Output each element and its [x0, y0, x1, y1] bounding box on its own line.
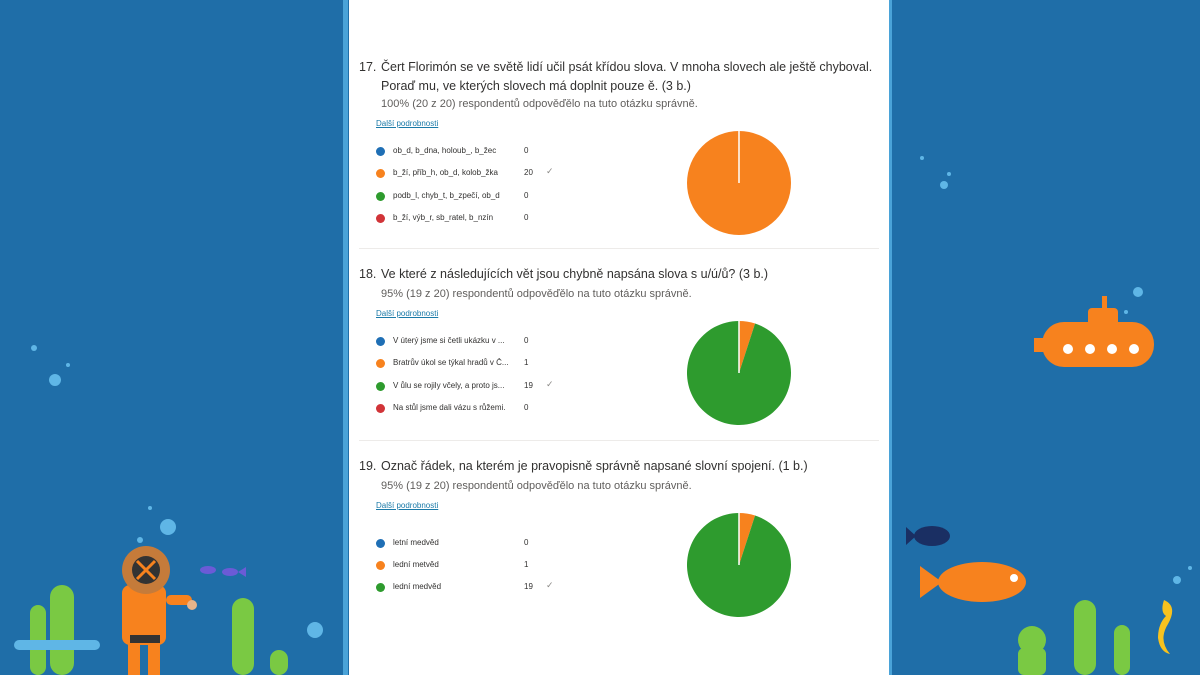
answer-label: b_ží, výb_r, sb_ratel, b_nzín [393, 213, 494, 222]
answer-label: letní medvěd [393, 538, 439, 547]
answer-option: Bratrův úkol se týkal hradů v Č... 1 [376, 357, 576, 371]
diver-icon [122, 546, 197, 675]
more-details-link[interactable]: Další podrobnosti [376, 309, 439, 318]
answer-count: 1 [524, 560, 529, 569]
seaweed-icon [30, 585, 288, 675]
answer-label: Na stůl jsme dali vázu s růžemi. [393, 403, 506, 412]
answer-option: Na stůl jsme dali vázu s růžemi. 0 [376, 402, 576, 416]
dark-fish-icon [906, 526, 950, 546]
legend-dot [376, 561, 385, 570]
answer-option: V úterý jsme si četli ukázku v ... 0 [376, 335, 576, 349]
divider [359, 440, 879, 441]
underwater-background-right [892, 0, 1200, 675]
seahorse-icon [1158, 600, 1173, 654]
small-fish-icon [200, 566, 246, 577]
answer-option: lední metvěd 1 [376, 559, 576, 573]
answer-label: V ůlu se rojily včely, a proto js... [393, 381, 505, 390]
legend-dot [376, 539, 385, 548]
answer-label: ob_d, b_dna, holoub_, b_žec [393, 146, 497, 155]
legend-dot [376, 214, 385, 223]
question-text: Označ řádek, na kterém je pravopisně spr… [381, 459, 808, 473]
octopus-icon [1018, 626, 1046, 675]
form-results-page: 17. Čert Florimón se ve světě lidí učil … [349, 0, 889, 675]
submarine-icon [1034, 296, 1154, 367]
correct-stat: 100% (20 z 20) respondentů odpověďělo na… [381, 98, 698, 110]
more-details-link[interactable]: Další podrobnosti [376, 501, 439, 510]
question-number: 19. [359, 459, 377, 473]
answer-option: b_ží, příb_h, ob_d, kolob_žka 20 ✓ [376, 166, 576, 181]
check-icon: ✓ [546, 580, 554, 590]
answer-label: lední medvěd [393, 582, 442, 591]
page-border-left [343, 0, 348, 675]
answer-label: b_ží, příb_h, ob_d, kolob_žka [393, 168, 498, 177]
legend-dot [376, 359, 385, 368]
answer-option: V ůlu se rojily včely, a proto js... 19 … [376, 379, 576, 394]
answer-count: 19 [524, 582, 533, 591]
legend-dot [376, 337, 385, 346]
correct-stat: 95% (19 z 20) respondentů odpověďělo na … [381, 288, 692, 300]
answer-option: letní medvěd 0 [376, 537, 576, 551]
answer-count: 0 [524, 336, 529, 345]
answer-count: 0 [524, 213, 529, 222]
legend-dot [376, 583, 385, 592]
pie-chart [687, 321, 791, 425]
question-title: 17. Čert Florimón se ve světě lidí učil … [359, 58, 879, 93]
pie-slice [739, 321, 756, 373]
question-number: 17. [359, 60, 377, 74]
answer-option: lední medvěd 19 ✓ [376, 580, 576, 595]
orange-fish-icon [920, 562, 1026, 602]
bubble-icon [31, 345, 176, 543]
answer-count: 0 [524, 191, 529, 200]
pie-slice [739, 513, 756, 565]
more-details-link[interactable]: Další podrobnosti [376, 119, 439, 128]
answer-label: Bratrův úkol se týkal hradů v Č... [393, 358, 509, 367]
answer-option: ob_d, b_dna, holoub_, b_žec 0 [376, 145, 576, 159]
check-icon: ✓ [546, 379, 554, 389]
correct-stat: 95% (19 z 20) respondentů odpověďělo na … [381, 480, 692, 492]
divider [359, 248, 879, 249]
legend-dot [376, 169, 385, 178]
legend-dot [376, 147, 385, 156]
legend-dot [376, 404, 385, 413]
seaweed-icon [1074, 600, 1130, 675]
answer-count: 19 [524, 381, 533, 390]
underwater-background-left [0, 0, 345, 675]
pie-chart [687, 513, 791, 617]
check-icon: ✓ [546, 166, 554, 176]
question-text: Ve které z následujících vět jsou chybně… [381, 267, 769, 281]
answer-count: 0 [524, 146, 529, 155]
answer-count: 1 [524, 358, 529, 367]
legend-dot [376, 382, 385, 391]
page-border-right [888, 0, 893, 675]
pie-chart [687, 131, 791, 235]
answer-label: V úterý jsme si četli ukázku v ... [393, 336, 505, 345]
question-title: 19. Označ řádek, na kterém je pravopisně… [359, 457, 879, 476]
answer-count: 20 [524, 168, 533, 177]
legend-dot [376, 192, 385, 201]
answer-count: 0 [524, 403, 529, 412]
question-title: 18. Ve které z následujících vět jsou ch… [359, 265, 879, 284]
question-text: Čert Florimón se ve světě lidí učil psát… [381, 60, 873, 93]
answer-option: b_ží, výb_r, sb_ratel, b_nzín 0 [376, 212, 576, 226]
answer-count: 0 [524, 538, 529, 547]
answer-label: podb_l, chyb_t, b_zpečí, ob_d [393, 191, 500, 200]
answer-option: podb_l, chyb_t, b_zpečí, ob_d 0 [376, 190, 576, 204]
question-number: 18. [359, 267, 377, 281]
answer-label: lední metvěd [393, 560, 439, 569]
